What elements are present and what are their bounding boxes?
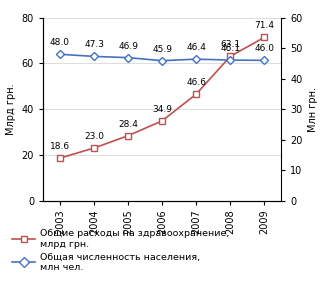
Text: 71.4: 71.4 [254, 22, 274, 30]
Text: 45.9: 45.9 [152, 45, 172, 54]
Legend: Общие расходы на здравоохранение,
млрд грн., Общая численность населения,
млн че: Общие расходы на здравоохранение, млрд г… [8, 226, 233, 276]
Text: 63.1: 63.1 [220, 40, 240, 49]
Text: 48.0: 48.0 [50, 38, 70, 47]
Text: 23.0: 23.0 [84, 132, 104, 141]
Text: 46.6: 46.6 [186, 78, 206, 87]
Text: 46.0: 46.0 [254, 45, 274, 53]
Text: 47.3: 47.3 [84, 40, 104, 50]
Text: 46.1: 46.1 [220, 44, 240, 53]
Text: 34.9: 34.9 [152, 105, 172, 114]
Text: 28.4: 28.4 [118, 120, 138, 129]
Y-axis label: Млн грн.: Млн грн. [308, 87, 318, 132]
Text: 18.6: 18.6 [50, 142, 70, 151]
Text: 46.4: 46.4 [186, 43, 206, 52]
Text: 46.9: 46.9 [118, 42, 138, 51]
Y-axis label: Млрд грн.: Млрд грн. [6, 83, 16, 135]
